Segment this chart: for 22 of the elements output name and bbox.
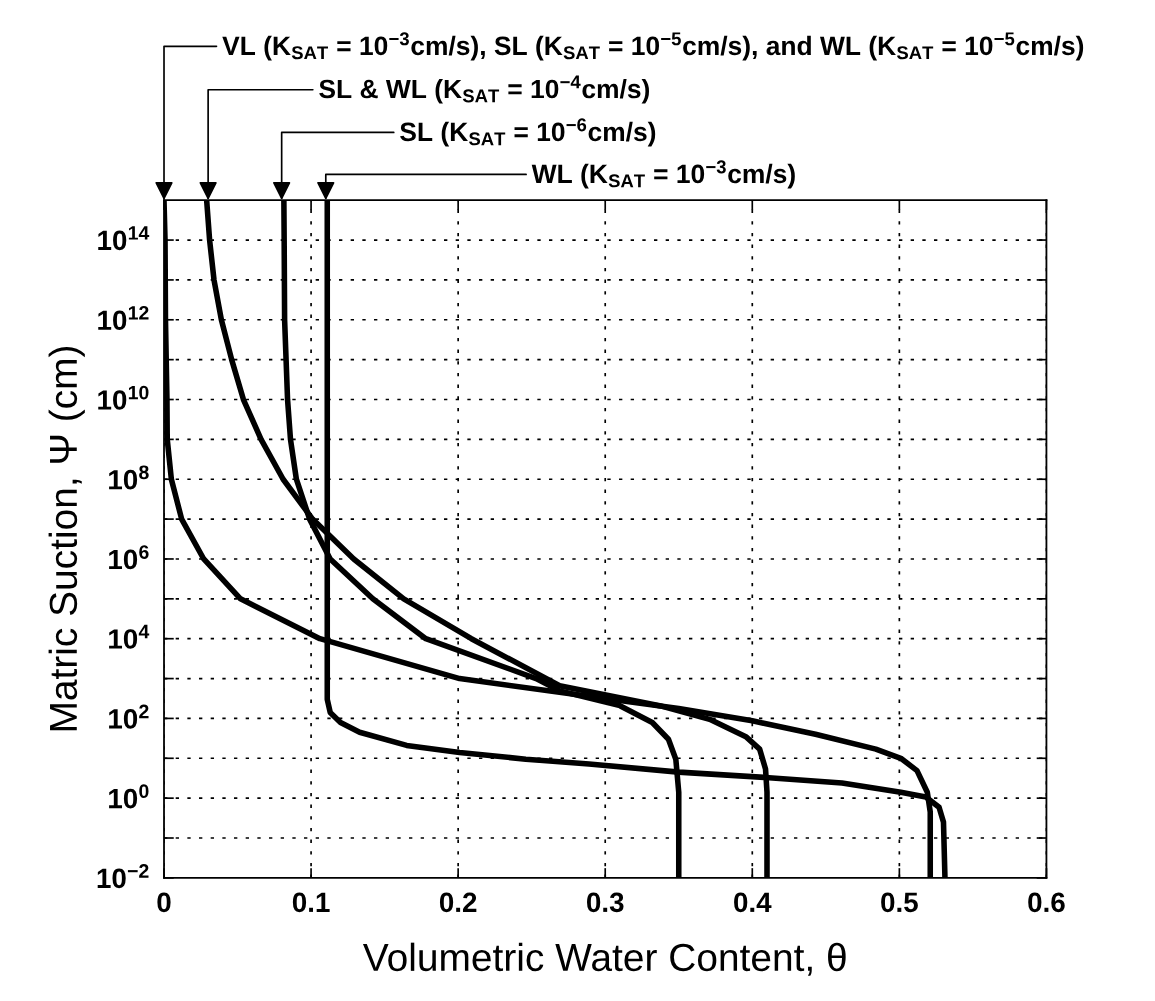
annotation: SL (K$_{SAT}$ = 10$^{−6}$cm/s) [400, 118, 656, 147]
x-tick-label: 0.2 [439, 892, 477, 913]
y-tick-label: 10$^{12}$ [98, 305, 149, 331]
x-tick-label: 0.6 [1028, 892, 1065, 913]
y-tick-label: 10$^{10}$ [98, 385, 149, 410]
x-tick-label: 0 [157, 892, 171, 913]
annotation: WL (K$_{SAT}$ = 10$^{−3}$cm/s) [531, 160, 795, 189]
y-tick-label: 10$^{6}$ [109, 545, 149, 570]
y-tick-label: 10$^{4}$ [109, 624, 150, 649]
y-tick-label: 10$^{2}$ [109, 704, 149, 729]
y-tick-label: 10$^{8}$ [109, 465, 149, 490]
y-tick-label: 10$^{0}$ [109, 784, 149, 809]
x-tick-label: 0.1 [292, 892, 330, 913]
x-tick-label: 0.5 [881, 892, 918, 913]
x-tick-label: 0.3 [587, 892, 624, 913]
annotation: SL & WL (K$_{SAT}$ = 10$^{−4}$cm/s) [319, 75, 650, 104]
x-axis-title: Volumetric Water Content, θ [362, 942, 846, 976]
y-tick-label: 10$^{14}$ [98, 226, 150, 251]
text: VL (K$_{SAT}$ = 10$^{−3}$cm/s), SL (K$_{SAT}$ = 10$^{−5}$cm/s), and WL (K$_{SAT}$ = 10$^{−5}$cm/s) [222, 32, 1084, 61]
x-tick-label: 0.4 [734, 892, 772, 913]
y-axis-title: Matric Suction, Ψ (cm) [48, 346, 85, 731]
y-tick-label: 10$^{−2}$ [97, 864, 149, 889]
